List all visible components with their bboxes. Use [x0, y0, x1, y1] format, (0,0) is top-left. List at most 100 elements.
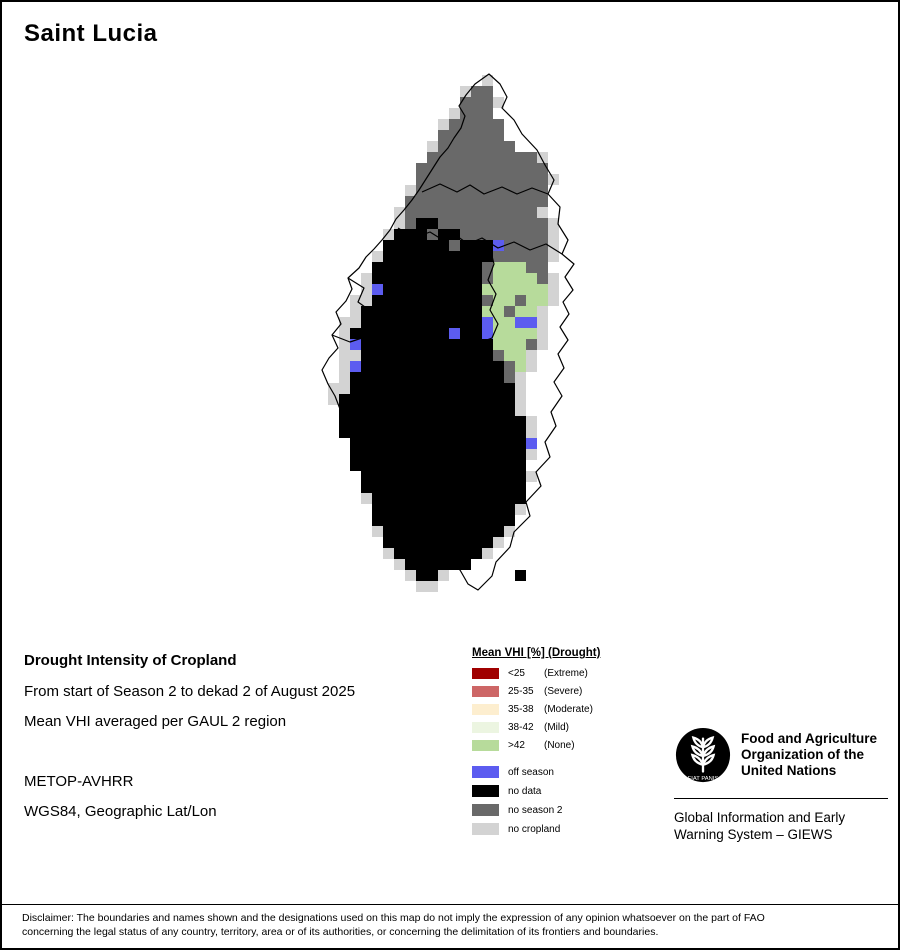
map-cell [471, 119, 482, 130]
map-cell [438, 119, 449, 130]
map-cell [339, 361, 350, 372]
map-cell [372, 394, 383, 405]
map-cell [416, 328, 427, 339]
legend-label: 25-35 (Severe) [508, 686, 583, 697]
map-cell [383, 460, 394, 471]
map-cell [526, 317, 537, 328]
map-cell [526, 339, 537, 350]
map-cell [339, 339, 350, 350]
legend-label: no data [508, 785, 542, 797]
map-cell [482, 295, 493, 306]
map-cell [416, 493, 427, 504]
map-cell [515, 460, 526, 471]
swatch-moderate [472, 704, 499, 715]
map-cell [471, 482, 482, 493]
map-cell [482, 339, 493, 350]
map-cell [372, 449, 383, 460]
legend-item-off-season: off season [472, 766, 600, 778]
map-cell [416, 163, 427, 174]
map-cell [471, 471, 482, 482]
map-cell [515, 350, 526, 361]
map-cell [361, 482, 372, 493]
map-cell [515, 229, 526, 240]
map-cell [515, 284, 526, 295]
map-cell [427, 559, 438, 570]
map-cell [493, 152, 504, 163]
map-cell [460, 559, 471, 570]
map-cell [394, 317, 405, 328]
map-cell [350, 339, 361, 350]
map-cell [383, 251, 394, 262]
map-cell [537, 185, 548, 196]
legend-item-severe: 25-35 (Severe) [472, 686, 600, 697]
map-cell [394, 361, 405, 372]
map-cell [449, 119, 460, 130]
map-cell [394, 504, 405, 515]
map-cell [482, 185, 493, 196]
map-cell [482, 460, 493, 471]
map-cell [405, 207, 416, 218]
map-cell [537, 240, 548, 251]
map-cell [405, 350, 416, 361]
map-cell [515, 196, 526, 207]
map-cell [515, 493, 526, 504]
map-cell [460, 427, 471, 438]
map-cell [460, 383, 471, 394]
map-cell [471, 515, 482, 526]
map-cell [493, 383, 504, 394]
map-cell [471, 141, 482, 152]
map-cell [504, 295, 515, 306]
map-cell [383, 306, 394, 317]
map-cell [405, 427, 416, 438]
map-cell [471, 273, 482, 284]
map-cell [460, 537, 471, 548]
map-cell [460, 317, 471, 328]
map-cell [460, 438, 471, 449]
map-cell [427, 229, 438, 240]
map-cell [460, 372, 471, 383]
map-cell [515, 361, 526, 372]
map-cell [460, 174, 471, 185]
map-cell [394, 306, 405, 317]
legend-label: off season [508, 766, 554, 778]
map-cell [493, 449, 504, 460]
map-cell [471, 185, 482, 196]
map-cell [350, 460, 361, 471]
map-cell [482, 108, 493, 119]
map-cell [515, 317, 526, 328]
map-cell [394, 273, 405, 284]
map-cell [460, 416, 471, 427]
map-cell [471, 152, 482, 163]
map-cell [405, 405, 416, 416]
map-cell [449, 482, 460, 493]
map-cell [515, 328, 526, 339]
sensor-line: METOP-AVHRR [24, 773, 134, 790]
map-cell [394, 405, 405, 416]
map-cell [416, 504, 427, 515]
map-cell [449, 416, 460, 427]
giews-line: Global Information and Early [674, 810, 846, 825]
map-cell [515, 185, 526, 196]
map-cell [405, 515, 416, 526]
map-cell [416, 218, 427, 229]
map-cell [449, 471, 460, 482]
map-cell [504, 273, 515, 284]
map-cell [383, 504, 394, 515]
aggregation-line: Mean VHI averaged per GAUL 2 region [24, 713, 287, 730]
map-cell [438, 273, 449, 284]
period-line: From start of Season 2 to dekad 2 of Aug… [24, 683, 356, 700]
map-cell [471, 537, 482, 548]
swatch-mild [472, 722, 499, 733]
map-cell [361, 394, 372, 405]
map-cell [460, 86, 471, 97]
map-cell [526, 196, 537, 207]
map-cell [504, 284, 515, 295]
map-cell [350, 295, 361, 306]
map-cell [405, 449, 416, 460]
map-cell [416, 460, 427, 471]
map-cell [383, 394, 394, 405]
map-cell [350, 394, 361, 405]
map-cell [504, 251, 515, 262]
map-cell [405, 559, 416, 570]
map-cell [493, 317, 504, 328]
